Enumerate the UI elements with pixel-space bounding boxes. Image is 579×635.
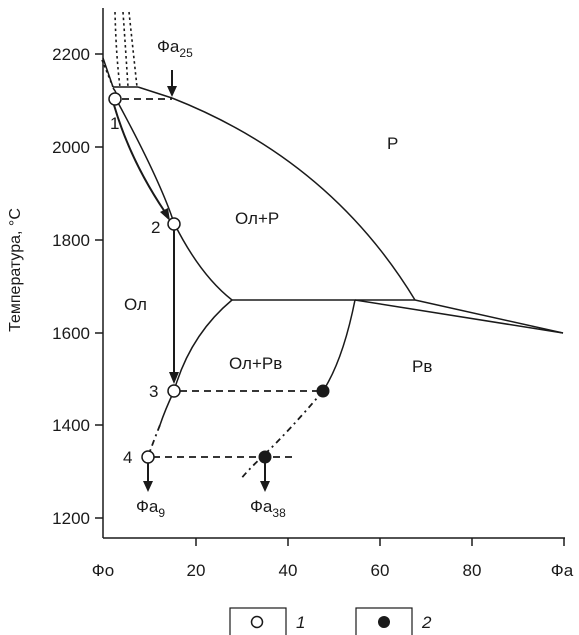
legend-filled-circle <box>378 616 390 628</box>
point-2-marker <box>167 217 181 231</box>
region-label-ol-p: Ол+Р <box>235 209 279 228</box>
filled-point-4 <box>258 450 272 464</box>
point-label-2: 2 <box>151 218 160 237</box>
dotted-line-2 <box>122 11 129 88</box>
path-arrow-1-2 <box>113 104 166 213</box>
arrowhead-1-2 <box>160 208 170 221</box>
phase-label-fa25: Фа25 <box>157 37 193 60</box>
phase-label-fa38: Фа38 <box>250 497 286 520</box>
region-label-p: Р <box>387 134 398 153</box>
arrowhead-2-3 <box>169 372 179 384</box>
y-tick-label-2000: 2000 <box>52 138 90 157</box>
x-tick-label-20: 20 <box>187 561 206 580</box>
region-label-ol-pv: Ол+Рв <box>229 354 282 373</box>
fa9-arrowhead <box>143 481 153 492</box>
liquidus-curve <box>171 97 416 301</box>
y-tick-label-1800: 1800 <box>52 231 90 250</box>
x-tick-label-60: 60 <box>371 561 390 580</box>
fa38-arrowhead <box>260 481 270 492</box>
y-tick-label-1200: 1200 <box>52 509 90 528</box>
point-label-1: 1 <box>110 114 119 133</box>
legend-open-circle <box>250 615 264 629</box>
legend-label-1: 1 <box>296 613 305 632</box>
boundary-top-slope <box>137 86 173 99</box>
olivine-boundary <box>159 299 233 426</box>
point-label-3: 3 <box>149 382 158 401</box>
dotted-line-1 <box>114 11 121 88</box>
x-tick-label-fa: Фа <box>551 561 574 580</box>
pv-boundary <box>322 299 356 392</box>
y-tick-label-2200: 2200 <box>52 45 90 64</box>
left-edge-line <box>102 57 114 88</box>
region-label-ol: Ол <box>124 295 147 314</box>
point-4-marker <box>141 450 155 464</box>
point-label-4: 4 <box>123 448 132 467</box>
x-tick-label-80: 80 <box>463 561 482 580</box>
dashdot-right <box>239 390 324 481</box>
y-tick-marks <box>95 53 103 519</box>
legend: 1 2 <box>229 607 432 635</box>
legend-label-2: 2 <box>421 613 432 632</box>
point-1-marker <box>108 92 122 106</box>
filled-point-3 <box>316 384 330 398</box>
x-tick-marks <box>195 538 565 546</box>
point-3-marker <box>167 384 181 398</box>
phase-label-fa9: Фа9 <box>136 497 165 520</box>
right-line-upper <box>414 299 564 334</box>
x-tick-label-fo: Фо <box>92 561 114 580</box>
y-tick-label-1400: 1400 <box>52 416 90 435</box>
x-tick-label-40: 40 <box>279 561 298 580</box>
fa25-arrowhead <box>167 86 177 97</box>
legend-box-2 <box>355 607 413 635</box>
region-label-pv: Рв <box>412 357 432 376</box>
right-line-lower <box>354 299 564 334</box>
y-tick-label-1600: 1600 <box>52 324 90 343</box>
dashdot-left <box>147 424 161 458</box>
legend-box-1 <box>229 607 287 635</box>
dotted-line-3 <box>128 11 138 88</box>
y-axis-title: Температура, °C <box>7 208 24 332</box>
